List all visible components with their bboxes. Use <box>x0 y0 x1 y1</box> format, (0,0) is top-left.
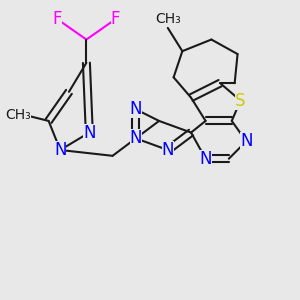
Text: N: N <box>130 129 142 147</box>
Text: N: N <box>130 100 142 118</box>
Text: CH₃: CH₃ <box>5 108 31 122</box>
Text: N: N <box>161 141 174 159</box>
Text: N: N <box>240 132 253 150</box>
Text: CH₃: CH₃ <box>155 12 181 26</box>
Text: F: F <box>52 10 62 28</box>
Text: N: N <box>54 141 67 159</box>
Text: N: N <box>83 124 96 142</box>
Text: S: S <box>235 92 246 110</box>
Text: N: N <box>199 150 212 168</box>
Text: F: F <box>111 10 120 28</box>
